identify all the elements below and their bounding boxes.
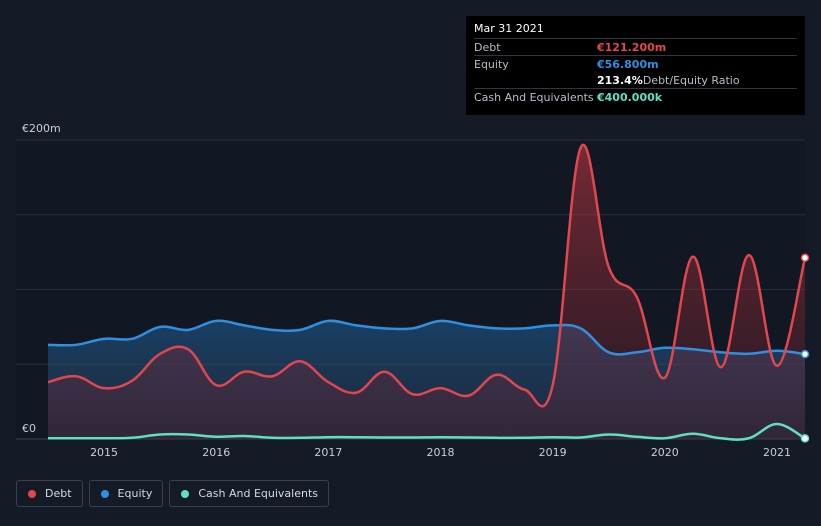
tooltip-value: €121.200m xyxy=(597,41,666,54)
legend-item-debt[interactable]: Debt xyxy=(16,480,83,507)
legend-item-equity[interactable]: Equity xyxy=(89,480,164,507)
y-axis-top-label: €200m xyxy=(22,122,61,135)
legend-label: Cash And Equivalents xyxy=(198,487,318,500)
tooltip-panel: Mar 31 2021 Debt €121.200m Equity €56.80… xyxy=(466,16,805,115)
legend-label: Equity xyxy=(118,487,153,500)
tooltip-value: €400.000k xyxy=(597,91,662,104)
x-tick-label: 2015 xyxy=(90,446,118,459)
tooltip-date: Mar 31 2021 xyxy=(474,22,797,35)
x-tick-label: 2019 xyxy=(539,446,567,459)
y-axis-zero-label: €0 xyxy=(22,422,36,435)
x-tick-label: 2018 xyxy=(427,446,455,459)
x-tick-label: 2020 xyxy=(651,446,679,459)
tooltip-label: Equity xyxy=(474,58,597,71)
x-tick-label: 2017 xyxy=(314,446,342,459)
tooltip-label: Cash And Equivalents xyxy=(474,91,597,104)
tooltip-row-ratio: 213.4% Debt/Equity Ratio xyxy=(474,72,797,88)
cash-and-equivalents-end-point xyxy=(802,435,809,442)
legend-item-cash[interactable]: Cash And Equivalents xyxy=(169,480,329,507)
tooltip-value: 213.4% xyxy=(597,74,643,87)
legend-dot-icon xyxy=(28,490,36,498)
tooltip-row-cash: Cash And Equivalents €400.000k xyxy=(474,88,797,105)
tooltip-value: €56.800m xyxy=(597,58,659,71)
debt-end-point xyxy=(802,254,809,261)
tooltip-row-equity: Equity €56.800m xyxy=(474,55,797,72)
x-tick-label: 2016 xyxy=(202,446,230,459)
equity-end-point xyxy=(802,351,809,358)
tooltip-ratio-suffix: Debt/Equity Ratio xyxy=(643,74,740,87)
legend: Debt Equity Cash And Equivalents xyxy=(16,480,329,507)
tooltip-label: Debt xyxy=(474,41,597,54)
x-tick-label: 2021 xyxy=(763,446,791,459)
legend-label: Debt xyxy=(45,487,72,500)
legend-dot-icon xyxy=(181,490,189,498)
tooltip-row-debt: Debt €121.200m xyxy=(474,38,797,55)
legend-dot-icon xyxy=(101,490,109,498)
